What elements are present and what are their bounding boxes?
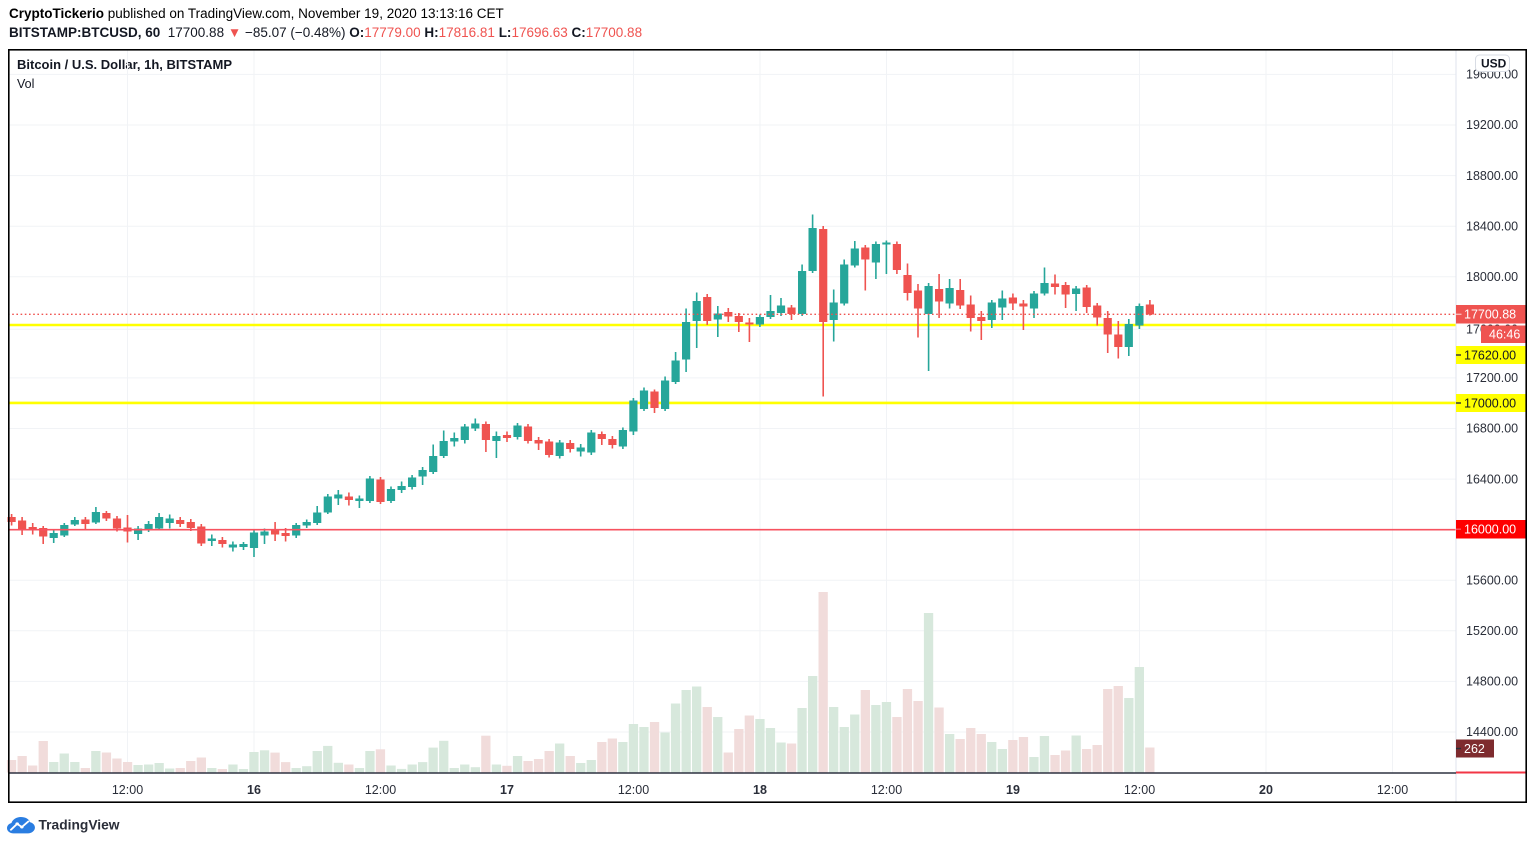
- svg-text:16400.00: 16400.00: [1466, 472, 1518, 486]
- svg-text:46:46: 46:46: [1489, 328, 1520, 342]
- svg-text:USD: USD: [1481, 56, 1507, 70]
- svg-text:17200.00: 17200.00: [1466, 371, 1518, 385]
- svg-text:16800.00: 16800.00: [1466, 422, 1518, 436]
- svg-text:14400.00: 14400.00: [1466, 725, 1518, 739]
- svg-text:12:00: 12:00: [871, 783, 902, 797]
- svg-text:12:00: 12:00: [1377, 783, 1408, 797]
- svg-text:18: 18: [753, 783, 767, 797]
- svg-text:17000.00: 17000.00: [1464, 396, 1516, 410]
- svg-text:12:00: 12:00: [1124, 783, 1155, 797]
- svg-text:17620.00: 17620.00: [1464, 348, 1516, 362]
- svg-text:16000.00: 16000.00: [1464, 523, 1516, 537]
- svg-text:19200.00: 19200.00: [1466, 118, 1518, 132]
- svg-text:19: 19: [1006, 783, 1020, 797]
- svg-text:12:00: 12:00: [112, 783, 143, 797]
- svg-text:15600.00: 15600.00: [1466, 574, 1518, 588]
- svg-text:17700.88: 17700.88: [1464, 308, 1516, 322]
- svg-text:12:00: 12:00: [365, 783, 396, 797]
- svg-text:16: 16: [247, 783, 261, 797]
- svg-text:18400.00: 18400.00: [1466, 219, 1518, 233]
- svg-text:TradingView: TradingView: [39, 818, 120, 833]
- svg-text:262: 262: [1464, 742, 1485, 756]
- svg-text:15200.00: 15200.00: [1466, 624, 1518, 638]
- svg-text:12:00: 12:00: [618, 783, 649, 797]
- svg-text:17: 17: [500, 783, 514, 797]
- svg-text:20: 20: [1259, 783, 1273, 797]
- svg-text:18800.00: 18800.00: [1466, 169, 1518, 183]
- svg-text:14800.00: 14800.00: [1466, 675, 1518, 689]
- svg-text:18000.00: 18000.00: [1466, 270, 1518, 284]
